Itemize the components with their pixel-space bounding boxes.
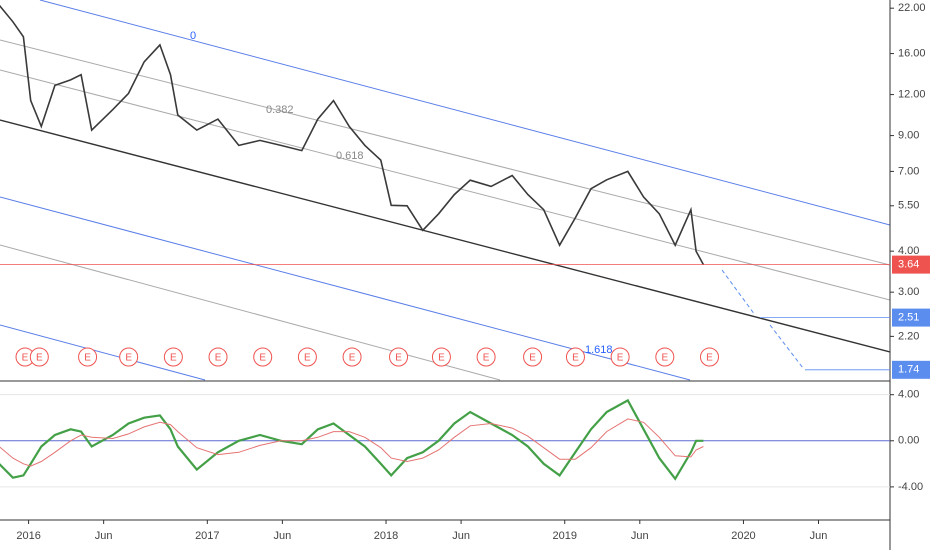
arrow [721, 269, 756, 316]
channel-line [39, 0, 891, 226]
y-tick-label: 5.50 [898, 200, 919, 212]
earnings-label: E [395, 353, 402, 364]
earnings-marker [163, 347, 183, 367]
x-tick-label: 2019 [552, 530, 576, 542]
earnings-label: E [84, 353, 91, 364]
x-tick-label: Jun [95, 530, 113, 542]
y-tick-label: 7.00 [898, 165, 919, 177]
earnings-label: E [661, 353, 668, 364]
indicator-line [0, 398, 704, 481]
earnings-label: E [572, 353, 579, 364]
earnings-label: E [438, 353, 445, 364]
earnings-label: E [304, 353, 311, 364]
earnings-marker [389, 347, 409, 367]
y-tick-label: 12.00 [898, 88, 926, 100]
earnings-label: E [22, 353, 29, 364]
price-marker [892, 255, 930, 274]
y-tick-label: 9.00 [898, 129, 919, 141]
price-line [0, 4, 705, 265]
earnings-marker [342, 347, 362, 367]
earnings-label: E [36, 353, 43, 364]
earnings-marker [297, 347, 317, 367]
price-marker [892, 308, 930, 327]
earnings-marker [565, 347, 585, 367]
fib-label: 0 [190, 30, 196, 42]
indicator-line [0, 418, 704, 467]
earnings-marker [523, 347, 543, 367]
earnings-marker [253, 347, 273, 367]
earnings-label: E [349, 353, 356, 364]
earnings-label: E [706, 353, 713, 364]
price-marker [892, 360, 930, 379]
earnings-marker [610, 347, 630, 367]
x-tick-label: 2020 [731, 530, 755, 542]
y-tick-label: 4.00 [898, 245, 919, 257]
channel-line [0, 39, 891, 266]
y-tick-label: 22.00 [898, 2, 926, 14]
earnings-marker [699, 347, 719, 367]
earnings-marker [655, 347, 675, 367]
channel-line [0, 69, 891, 301]
earnings-label: E [529, 353, 536, 364]
price-marker-label: 2.51 [898, 311, 919, 323]
earnings-marker [208, 347, 228, 367]
y-tick-label: -4.00 [898, 481, 923, 493]
earnings-marker [119, 347, 139, 367]
earnings-label: E [483, 353, 490, 364]
earnings-label: E [215, 353, 222, 364]
fib-label: 0.618 [336, 150, 364, 162]
earnings-label: E [259, 353, 266, 364]
x-tick-label: 2018 [374, 530, 398, 542]
x-tick-label: 2017 [195, 530, 219, 542]
x-tick-label: Jun [273, 530, 291, 542]
earnings-label: E [617, 353, 624, 364]
x-tick-label: Jun [810, 530, 828, 542]
x-tick-label: 2016 [16, 530, 40, 542]
earnings-marker [431, 347, 451, 367]
earnings-label: E [125, 353, 132, 364]
channel-line [0, 324, 206, 381]
earnings-label: E [170, 353, 177, 364]
drawings [0, 0, 891, 381]
y-tick-label: 16.00 [898, 47, 926, 59]
x-tick-label: Jun [631, 530, 649, 542]
earnings-marker [29, 347, 49, 367]
y-tick-label: 0.00 [898, 435, 919, 447]
fib-label: 1.618 [585, 344, 613, 356]
y-tick-label: 4.00 [898, 389, 919, 401]
fib-label: 0.382 [266, 104, 294, 116]
channel-line [0, 119, 891, 353]
arrow [769, 324, 804, 369]
earnings-marker [78, 347, 98, 367]
y-tick-label: 3.00 [898, 286, 919, 298]
price-marker-label: 3.64 [898, 259, 919, 271]
y-tick-label: 2.20 [898, 330, 919, 342]
channel-line [0, 244, 501, 381]
x-tick-label: Jun [452, 530, 470, 542]
earnings-marker [476, 347, 496, 367]
price-marker-label: 1.74 [898, 364, 919, 376]
